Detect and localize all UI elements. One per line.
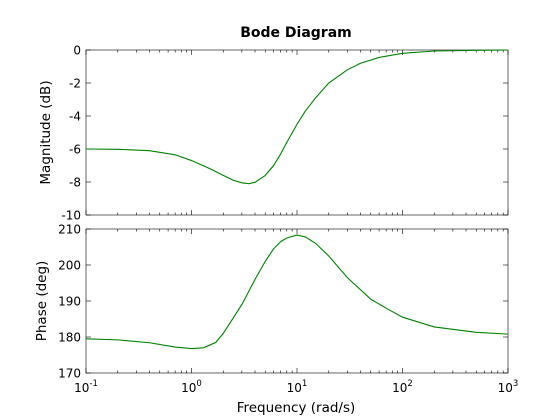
magnitude-axes-frame [85, 49, 509, 216]
x-tick-exponent: -1 [89, 379, 97, 389]
x-tick-label: 10-1 [74, 379, 98, 395]
phase-y-tick-label: 180 [58, 331, 81, 345]
x-tick-label: 103 [498, 379, 519, 395]
magnitude-y-tick-label: -8 [69, 176, 81, 190]
x-tick-exponent: 2 [407, 379, 412, 389]
phase-axes-frame [85, 228, 509, 374]
phase-ylabel: Phase (deg) [34, 261, 50, 342]
x-tick-exponent: 0 [196, 379, 201, 389]
x-tick-base: 10 [181, 381, 196, 395]
magnitude-panel: 0 -2 -4 -6 -8 -10 Magnitude (dB) [38, 44, 509, 223]
magnitude-y-tick-label: -4 [69, 110, 81, 124]
phase-panel: 210 200 190 180 170 Phase (deg) [34, 223, 509, 381]
magnitude-y-tick-label: 0 [73, 44, 81, 58]
x-tick-label: 102 [392, 379, 413, 395]
x-tick-label: 101 [287, 379, 308, 395]
magnitude-y-tick-label: -6 [69, 143, 81, 157]
magnitude-ylabel: Magnitude (dB) [38, 80, 54, 184]
magnitude-y-tick-label: -2 [69, 77, 81, 91]
x-tick-base: 10 [392, 381, 407, 395]
phase-curve [85, 234, 509, 350]
magnitude-curve [85, 49, 509, 185]
phase-y-tick-label: 170 [58, 367, 81, 381]
phase-y-tick-label: 210 [58, 223, 81, 237]
chart-title: Bode Diagram [240, 25, 352, 41]
x-tick-labels: 10-1 100 101 102 103 [74, 379, 518, 395]
x-tick-exponent: 1 [302, 379, 307, 389]
magnitude-tick-group: 0 -2 -4 -6 -8 -10 [61, 44, 509, 223]
x-tick-base: 10 [287, 381, 302, 395]
x-tick-base: 10 [498, 381, 513, 395]
phase-tick-group: 210 200 190 180 170 [58, 223, 509, 381]
x-axis-label: Frequency (rad/s) [237, 400, 356, 416]
x-tick-label: 100 [181, 379, 202, 395]
x-tick-exponent: 3 [513, 379, 518, 389]
phase-y-tick-label: 200 [58, 259, 81, 273]
phase-y-tick-label: 190 [58, 295, 81, 309]
magnitude-y-tick-label: -10 [61, 209, 81, 223]
x-tick-base: 10 [74, 381, 89, 395]
